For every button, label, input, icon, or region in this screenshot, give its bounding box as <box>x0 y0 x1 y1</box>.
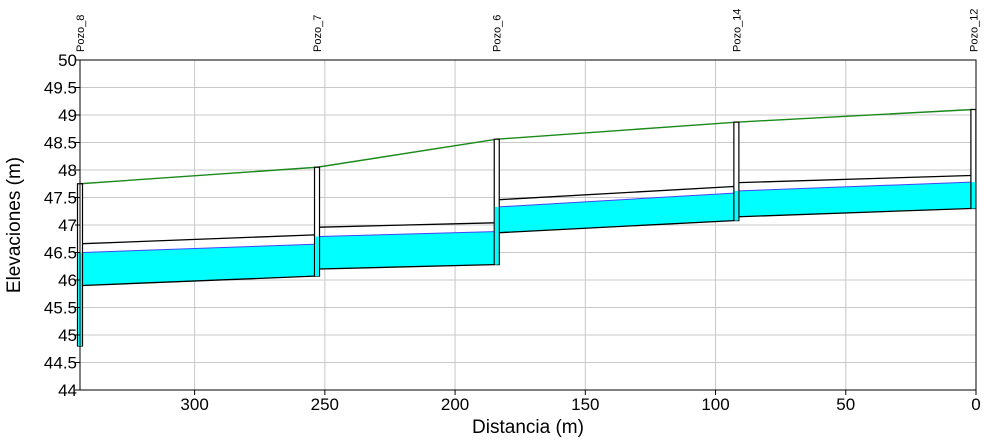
x-tick-label: 0 <box>971 395 980 414</box>
y-tick-label: 44.5 <box>44 354 77 373</box>
x-ticks: 300 250 200 150 100 50 0 <box>180 390 981 414</box>
x-tick-label: 150 <box>571 395 599 414</box>
hydraulic-grade-line <box>738 174 971 184</box>
pipe-invert-line <box>82 275 315 287</box>
pipe-crown-line <box>82 243 315 253</box>
pipe-fills <box>82 182 971 286</box>
pipe-fill <box>82 244 315 286</box>
y-tick-label: 45 <box>58 326 77 345</box>
x-tick-label: 200 <box>441 395 469 414</box>
x-axis-label: Distancia (m) <box>472 417 584 438</box>
y-axis-label: Elevaciones (m) <box>4 157 25 293</box>
node-label: Pozo_14 <box>731 9 743 52</box>
x-tick-label: 250 <box>311 395 339 414</box>
pipe-fill <box>319 231 495 269</box>
y-tick-label: 50 <box>58 51 77 70</box>
y-tick-label: 46 <box>58 271 77 290</box>
node-label: Pozo_6 <box>492 15 504 52</box>
pipe-crown-line <box>499 192 734 208</box>
hydraulic-grade-line <box>499 185 734 201</box>
y-tick-label: 49 <box>58 106 77 125</box>
y-tick-label: 44 <box>58 381 77 400</box>
node-labels: Pozo_8 Pozo_7 Pozo_6 Pozo_14 Pozo_12 <box>75 9 980 52</box>
pipe-invert-line <box>738 207 971 218</box>
pipe-crown-line <box>319 231 495 238</box>
node-label: Pozo_7 <box>312 15 324 52</box>
y-tick-label: 48.5 <box>44 134 77 153</box>
x-tick-label: 50 <box>836 395 855 414</box>
ground-line <box>79 108 974 185</box>
x-tick-label: 100 <box>701 395 729 414</box>
manhole-water <box>315 236 319 277</box>
y-tick-label: 45.5 <box>44 299 77 318</box>
x-tick-label: 300 <box>180 395 208 414</box>
y-tick-label: 48 <box>58 161 77 180</box>
pipe-fill <box>499 193 734 233</box>
pipe-invert-line <box>319 263 495 270</box>
pipe-invert-line <box>499 219 734 234</box>
pipe-fill <box>738 182 971 217</box>
manhole-water <box>494 206 499 265</box>
manhole <box>733 121 740 222</box>
y-tick-label: 47 <box>58 216 77 235</box>
y-ticks: 44 44.5 45 45.5 46 46.5 47 47.5 48 48.5 49 49.5 50 <box>44 51 80 400</box>
y-tick-label: 46.5 <box>44 244 77 263</box>
manhole-water <box>971 182 976 209</box>
node-label: Pozo_8 <box>75 15 87 52</box>
manhole-water <box>734 190 739 221</box>
y-tick-label: 49.5 <box>44 79 77 98</box>
node-label: Pozo_12 <box>968 9 980 52</box>
hydraulic-grade-line <box>82 234 315 245</box>
hydraulic-grade-line <box>319 222 495 228</box>
pipe-crown-line <box>738 181 971 192</box>
y-tick-label: 47.5 <box>44 189 77 208</box>
